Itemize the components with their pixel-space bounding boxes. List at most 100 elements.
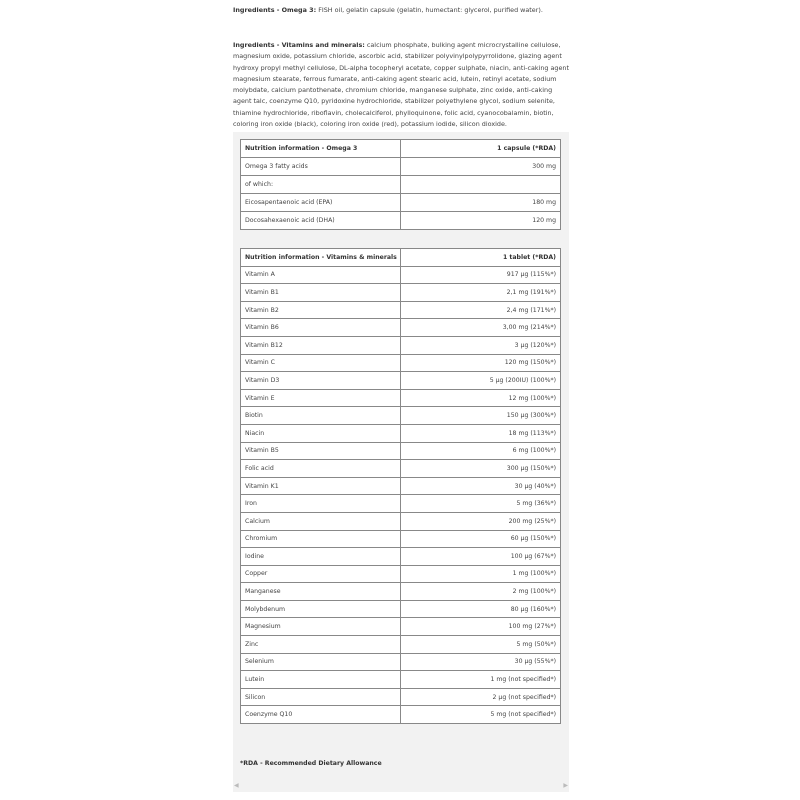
table-row: Silicon 2 µg (not specified*): [240, 687, 561, 707]
table-cell: Silicon: [240, 687, 401, 707]
table-cell: 5 mg (not specified*): [400, 705, 561, 725]
table-row: Chromium 60 µg (150%*): [240, 529, 561, 549]
ingredient-paragraph: Ingredients - Omega 3: FISH oil, gelatin…: [233, 5, 569, 16]
table-cell: 30 µg (55%*): [400, 652, 561, 672]
table-row: Vitamin D3 5 µg (200IU) (100%*): [240, 371, 561, 390]
table-row: Magnesium 100 mg (27%*): [240, 617, 561, 637]
header-row: Nutrition information - Vitamins & miner…: [240, 248, 561, 267]
table-row: Vitamin K1 30 µg (40%*): [240, 476, 561, 496]
table-cell: Eicosapentaenoic acid (EPA): [240, 193, 401, 212]
table-cell: Vitamin K1: [240, 476, 401, 496]
table-cell: 3 µg (120%*): [400, 335, 561, 355]
table-cell: 5 mg (36%*): [400, 494, 561, 513]
table-row: Lutein 1 mg (not specified*): [240, 670, 561, 689]
table-cell: Iodine: [240, 547, 401, 566]
table-cell: 1 mg (100%*): [400, 564, 561, 584]
table-cell: 1 mg (not specified*): [400, 670, 561, 689]
table-cell: Iron: [240, 494, 401, 513]
table-cell: Omega 3 fatty acids: [240, 157, 401, 176]
table-row: Molybdenum 80 µg (160%*): [240, 599, 561, 619]
ingredient-text: calcium phosphate, bulking agent microcr…: [233, 41, 569, 129]
table-row: Vitamin B6 3,00 mg (214%*): [240, 318, 561, 337]
table-cell: 2,4 mg (171%*): [400, 300, 561, 320]
table-cell: 60 µg (150%*): [400, 529, 561, 549]
table-cell: Folic acid: [240, 459, 401, 478]
ingredient-label: Ingredients - Vitamins and minerals:: [233, 41, 365, 49]
table-cell: 18 mg (113%*): [400, 423, 561, 443]
table-cell: Lutein: [240, 670, 401, 689]
table-row: Vitamin B2 2,4 mg (171%*): [240, 300, 561, 320]
table-cell: 120 mg: [400, 211, 561, 230]
header-cell: 1 tablet (*RDA): [400, 248, 561, 267]
table-cell: 6 mg (100%*): [400, 441, 561, 461]
table-cell: Vitamin B5: [240, 441, 401, 461]
table-row: Vitamin A 917 µg (115%*): [240, 265, 561, 285]
table-cell: Vitamin C: [240, 353, 401, 373]
table-cell: [400, 175, 561, 194]
table-cell: Selenium: [240, 652, 401, 672]
scroll-arrow[interactable]: ◀: [234, 782, 239, 789]
table-row: Eicosapentaenoic acid (EPA) 180 mg: [240, 193, 561, 212]
table-row: Folic acid 300 µg (150%*): [240, 459, 561, 478]
table-row: Copper 1 mg (100%*): [240, 564, 561, 584]
table-cell: Zinc: [240, 635, 401, 654]
table-cell: of which:: [240, 175, 401, 194]
table-cell: Vitamin B6: [240, 318, 401, 337]
nutrition-table: Nutrition information - Vitamins & miner…: [240, 248, 561, 725]
table-row: Vitamin B12 3 µg (120%*): [240, 335, 561, 355]
table-cell: 100 µg (67%*): [400, 547, 561, 566]
footnote: *RDA - Recommended Dietary Allowance: [240, 760, 382, 767]
table-cell: Molybdenum: [240, 599, 401, 619]
header-cell: 1 capsule (*RDA): [400, 139, 561, 158]
table-cell: 100 mg (27%*): [400, 617, 561, 637]
table-cell: 12 mg (100%*): [400, 388, 561, 408]
table-cell: 2 µg (not specified*): [400, 687, 561, 707]
table-cell: Docosahexaenoic acid (DHA): [240, 211, 401, 230]
table-row: Iron 5 mg (36%*): [240, 494, 561, 513]
table-row: Biotin 150 µg (300%*): [240, 406, 561, 425]
table-row: Omega 3 fatty acids 300 mg: [240, 157, 561, 176]
ingredient-paragraph: Ingredients - Vitamins and minerals: cal…: [233, 40, 569, 130]
table-row: Manganese 2 mg (100%*): [240, 582, 561, 601]
table-cell: Calcium: [240, 511, 401, 531]
table-cell: Niacin: [240, 423, 401, 443]
table-row: of which:: [240, 175, 561, 194]
table-row: Calcium 200 mg (25%*): [240, 511, 561, 531]
table-cell: Copper: [240, 564, 401, 584]
table-cell: Magnesium: [240, 617, 401, 637]
table-row: Vitamin B1 2,1 mg (191%*): [240, 283, 561, 302]
table-row: Vitamin C 120 mg (150%*): [240, 353, 561, 373]
table-cell: Biotin: [240, 406, 401, 425]
table-cell: 3,00 mg (214%*): [400, 318, 561, 337]
table-cell: Manganese: [240, 582, 401, 601]
table-cell: 80 µg (160%*): [400, 599, 561, 619]
table-row: Coenzyme Q10 5 mg (not specified*): [240, 705, 561, 725]
table-cell: 150 µg (300%*): [400, 406, 561, 425]
table-cell: Vitamin B1: [240, 283, 401, 302]
table-row: Iodine 100 µg (67%*): [240, 547, 561, 566]
table-cell: 30 µg (40%*): [400, 476, 561, 496]
table-row: Zinc 5 mg (50%*): [240, 635, 561, 654]
header-cell: Nutrition information - Omega 3: [240, 139, 401, 158]
table-row: Niacin 18 mg (113%*): [240, 423, 561, 443]
table-cell: Chromium: [240, 529, 401, 549]
table-cell: 2,1 mg (191%*): [400, 283, 561, 302]
table-cell: Vitamin B2: [240, 300, 401, 320]
table-cell: 120 mg (150%*): [400, 353, 561, 373]
table-cell: Coenzyme Q10: [240, 705, 401, 725]
table-row: Selenium 30 µg (55%*): [240, 652, 561, 672]
table-cell: Vitamin B12: [240, 335, 401, 355]
table-cell: Vitamin E: [240, 388, 401, 408]
table-cell: 300 mg: [400, 157, 561, 176]
table-cell: Vitamin D3: [240, 371, 401, 390]
table-cell: 200 mg (25%*): [400, 511, 561, 531]
table-cell: 2 mg (100%*): [400, 582, 561, 601]
table-row: Vitamin E 12 mg (100%*): [240, 388, 561, 408]
table-cell: 5 mg (50%*): [400, 635, 561, 654]
table-cell: Vitamin A: [240, 265, 401, 285]
scroll-arrow[interactable]: ▶: [563, 782, 568, 789]
table-cell: 180 mg: [400, 193, 561, 212]
